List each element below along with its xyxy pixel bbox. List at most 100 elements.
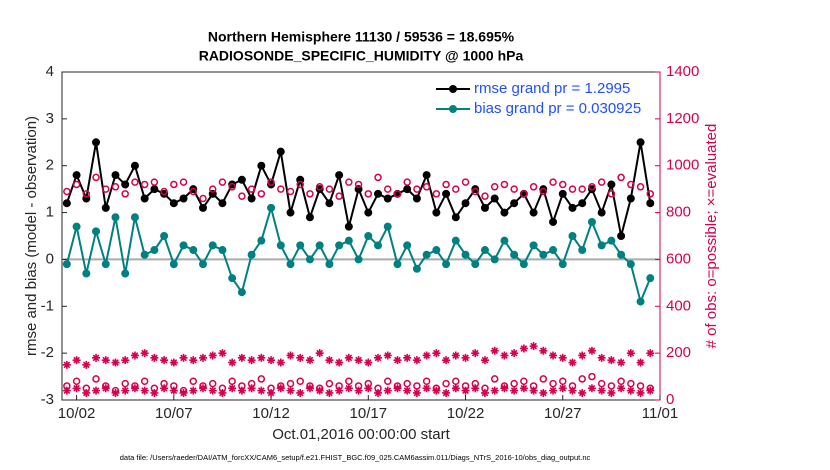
data-point: [199, 194, 207, 203]
data-point: [72, 377, 81, 386]
data-point: [247, 185, 256, 193]
data-point: [111, 183, 120, 191]
data-point: [519, 344, 528, 353]
y2-tick-label: 800: [666, 204, 691, 221]
data-point: [559, 180, 567, 189]
data-point: [451, 384, 460, 393]
x-tick-label: 11/01: [642, 405, 678, 422]
data-point: [588, 183, 596, 191]
data-point: [578, 185, 586, 193]
x-tick-label: 10/27: [544, 405, 582, 422]
y-axis-label: rmse and bias (model - observation): [23, 116, 40, 356]
data-point: [480, 388, 489, 397]
y-tick-label: -1: [41, 297, 54, 314]
data-point: [500, 351, 509, 360]
data-point: [169, 260, 178, 269]
data-point: [218, 178, 227, 186]
data-point: [490, 375, 499, 383]
data-point: [101, 356, 110, 365]
data-point: [305, 356, 314, 365]
data-point: [646, 386, 655, 395]
data-point: [228, 183, 236, 191]
data-point: [607, 180, 616, 189]
data-point: [130, 213, 139, 222]
data-point: [267, 356, 276, 365]
data-point: [344, 384, 353, 393]
x-axis-label: Oct.01,2016 00:00:00 start: [272, 426, 450, 443]
data-point: [510, 349, 519, 358]
data-point: [442, 379, 450, 388]
data-point: [412, 356, 421, 365]
data-point: [461, 386, 470, 395]
legend-box: [431, 75, 655, 123]
data-point: [422, 384, 431, 393]
data-point: [111, 388, 120, 397]
data-point: [335, 386, 344, 395]
data-point: [490, 255, 499, 264]
data-point: [480, 356, 489, 365]
data-point: [539, 375, 548, 383]
data-point: [510, 199, 519, 208]
data-point: [140, 377, 149, 386]
data-point: [208, 185, 217, 193]
data-point: [559, 377, 567, 386]
data-point: [131, 178, 139, 186]
data-point: [82, 388, 91, 397]
data-point: [374, 173, 382, 182]
data-point: [481, 192, 489, 200]
data-point: [480, 203, 489, 212]
data-point: [354, 356, 363, 365]
data-point: [607, 236, 616, 245]
data-point: [627, 379, 635, 388]
data-point: [140, 386, 149, 395]
data-point: [63, 187, 71, 196]
data-point: [286, 208, 295, 217]
data-point: [549, 246, 558, 255]
data-point: [646, 199, 655, 208]
data-point: [549, 386, 558, 395]
data-point: [529, 183, 538, 191]
data-point: [442, 388, 451, 397]
data-point: [62, 199, 71, 208]
data-point: [130, 161, 139, 170]
data-point: [189, 246, 198, 255]
y2-tick-label: 600: [666, 250, 691, 267]
y2-tick-label: 1000: [666, 157, 699, 174]
data-point: [277, 185, 285, 193]
data-point: [383, 386, 392, 395]
data-point: [383, 377, 392, 386]
data-point: [403, 386, 412, 395]
data-point: [92, 138, 101, 147]
data-point: [578, 388, 587, 397]
data-point: [296, 241, 305, 250]
data-point: [597, 386, 606, 395]
data-point: [121, 269, 130, 278]
data-point: [296, 377, 304, 386]
data-point: [102, 185, 110, 193]
y2-axis-label: # of obs: o=possible; ×=evaluated: [703, 124, 720, 349]
data-point: [179, 241, 188, 250]
data-point: [354, 386, 363, 395]
data-point: [286, 386, 295, 395]
data-point: [529, 386, 538, 395]
data-point: [160, 384, 169, 393]
data-point: [529, 208, 538, 217]
data-point: [335, 241, 344, 250]
data-point: [374, 241, 383, 250]
data-point: [267, 178, 275, 186]
data-point: [345, 377, 353, 386]
data-point: [422, 250, 431, 259]
data-point: [218, 349, 227, 358]
data-point: [130, 351, 139, 360]
data-point: [296, 388, 305, 397]
data-point: [568, 203, 577, 212]
data-point: [345, 178, 353, 186]
data-point: [189, 356, 198, 365]
x-tick-label: 10/22: [447, 405, 485, 422]
data-point: [422, 351, 431, 360]
data-point: [364, 190, 373, 198]
data-point: [179, 178, 188, 186]
data-point: [597, 353, 606, 362]
data-point: [198, 260, 207, 269]
